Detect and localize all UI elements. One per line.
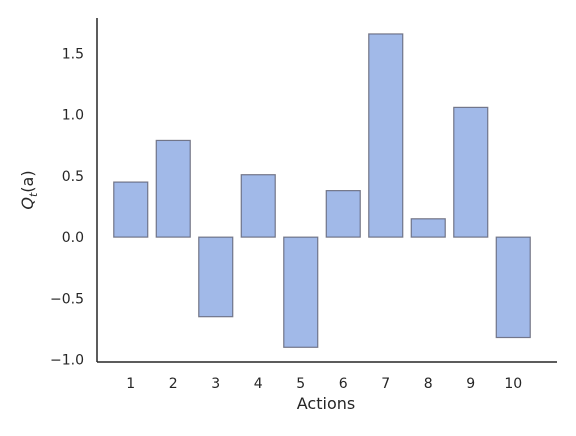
y-tick-label: −1.0 [50,353,84,369]
x-tick-label: 8 [424,376,433,392]
x-tick-label: 9 [466,376,475,392]
x-tick-label: 1 [126,376,135,392]
x-tick-label: 3 [211,376,220,392]
y-tick-labels: −1.0 −0.5 0.0 0.5 1.0 1.5 [50,47,84,369]
x-tick-label: 2 [169,376,178,392]
bar-action-3 [198,236,234,318]
x-tick-label: 7 [381,376,390,392]
bar-action-5 [283,236,319,348]
x-tick-labels: 1 2 3 4 5 6 7 8 9 10 [126,376,522,392]
bar-action-1 [113,181,149,238]
y-axis-label: Qt(a) [18,170,40,209]
bar-action-9 [453,106,489,238]
bars [113,33,531,348]
x-tick-label: 10 [504,376,522,392]
bar-action-2 [155,139,191,238]
x-tick-label: 4 [254,376,263,392]
x-tick-label: 6 [339,376,348,392]
bar-action-8 [410,218,446,238]
bar-action-10 [495,236,531,339]
x-tick-label: 5 [296,376,305,392]
y-tick-label: 1.0 [62,108,84,124]
y-tick-label: 0.0 [62,230,84,246]
y-tick-label: −0.5 [50,291,84,307]
bar-action-4 [240,174,276,238]
x-axis-label: Actions [297,394,355,413]
y-tick-label: 0.5 [62,169,84,185]
bar-action-7 [368,33,404,238]
bar-action-6 [325,190,361,238]
y-tick-label: 1.5 [62,47,84,63]
